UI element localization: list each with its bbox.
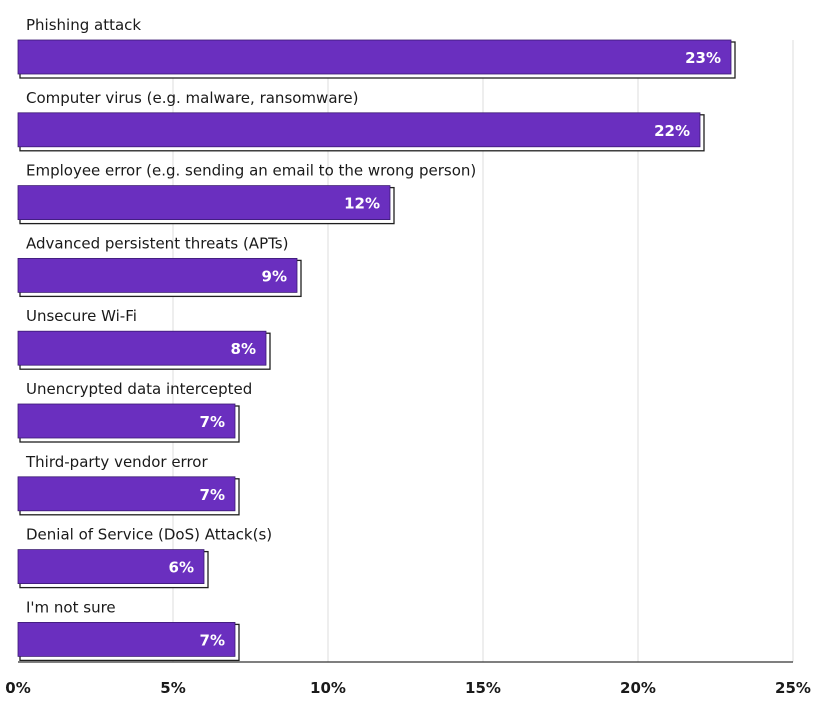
category-label: Advanced persistent threats (APTs) <box>26 234 288 252</box>
category-label: I'm not sure <box>26 598 116 616</box>
x-tick-label: 20% <box>620 679 656 697</box>
category-label: Phishing attack <box>26 16 141 34</box>
bars: Phishing attack 23% Computer virus (e.g. m… <box>17 16 736 662</box>
category-label: Third-party vendor error <box>25 453 208 471</box>
bar <box>17 112 701 148</box>
bar <box>17 403 236 439</box>
category-label: Denial of Service (DoS) Attack(s) <box>26 526 272 544</box>
data-label: 7% <box>200 631 225 649</box>
data-label: 23% <box>685 49 721 67</box>
x-tick-label: 5% <box>160 679 185 697</box>
category-label: Unsecure Wi-Fi <box>26 307 137 325</box>
x-axis: 0% 5% 10% 15% 20% 25% <box>5 661 811 697</box>
data-label: 8% <box>231 340 256 358</box>
x-tick-label: 10% <box>310 679 346 697</box>
category-label: Unencrypted data intercepted <box>26 380 252 398</box>
bar <box>17 185 391 221</box>
data-label: 12% <box>344 195 380 213</box>
bar <box>17 622 236 657</box>
bar <box>17 476 236 512</box>
bar <box>17 257 298 293</box>
x-tick-label: 25% <box>775 679 811 697</box>
bar <box>17 330 267 366</box>
data-label: 6% <box>169 559 194 577</box>
bar <box>17 549 205 584</box>
x-tick-label: 0% <box>5 679 30 697</box>
category-label: Employee error (e.g. sending an email to… <box>26 162 476 180</box>
data-label: 22% <box>654 122 690 140</box>
bar <box>17 39 732 75</box>
data-label: 9% <box>262 267 287 285</box>
x-tick-label: 15% <box>465 679 501 697</box>
data-label: 7% <box>200 413 225 431</box>
data-label: 7% <box>200 486 225 504</box>
category-label: Computer virus (e.g. malware, ransomware… <box>26 89 358 107</box>
